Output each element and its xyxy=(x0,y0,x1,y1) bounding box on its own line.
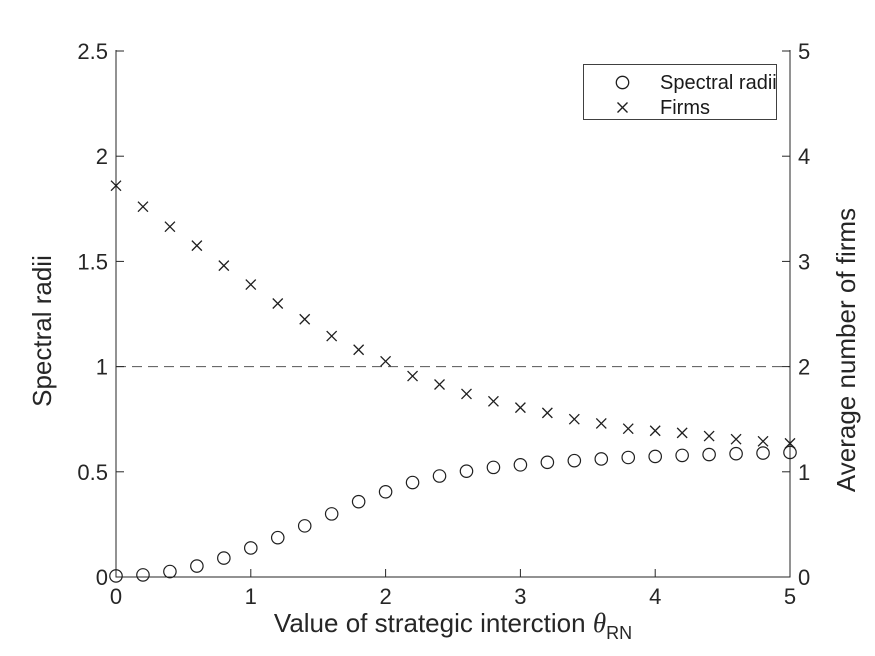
legend-box: Spectral radii Firms xyxy=(583,64,777,120)
data-point-circle xyxy=(459,464,474,478)
x-tick-label: 0 xyxy=(110,584,122,609)
data-point-x xyxy=(245,279,257,291)
data-point-circle xyxy=(109,569,123,583)
data-point-circle xyxy=(756,446,770,460)
legend-label-spectral-radii: Spectral radii xyxy=(660,72,777,94)
right-y-tick-label: 1 xyxy=(798,460,810,485)
data-point-x xyxy=(595,417,607,429)
data-point-x xyxy=(137,201,149,213)
data-point-circle xyxy=(136,568,150,582)
data-point-circle xyxy=(297,519,312,533)
data-point-circle xyxy=(648,449,662,464)
data-point-x xyxy=(353,344,365,356)
left-y-tick-label: 1.5 xyxy=(77,249,108,274)
data-point-circle xyxy=(190,559,204,573)
legend-x-marker-icon xyxy=(616,101,629,119)
data-point-x xyxy=(434,379,445,390)
data-point-circle xyxy=(675,448,689,463)
theta-subscript: RN xyxy=(606,623,633,643)
data-point-x xyxy=(649,425,661,437)
left-y-tick-label: 0.5 xyxy=(77,460,108,485)
data-point-circle xyxy=(621,450,636,465)
data-point-circle xyxy=(783,445,797,460)
data-point-circle xyxy=(217,551,231,565)
x-axis-label-text: Value of strategic interction xyxy=(273,608,593,638)
data-point-x xyxy=(757,435,769,447)
x-tick-label: 4 xyxy=(649,584,661,609)
data-point-circle xyxy=(432,469,447,483)
data-point-circle xyxy=(378,484,393,499)
right-y-tick-label: 3 xyxy=(798,249,810,274)
data-point-circle xyxy=(486,460,501,475)
left-y-tick-label: 2 xyxy=(96,144,108,169)
data-point-x xyxy=(380,355,392,367)
data-point-circle xyxy=(270,530,285,545)
data-point-x xyxy=(784,437,796,449)
x-tick-label: 1 xyxy=(245,584,257,609)
data-point-circle xyxy=(324,507,339,521)
legend-label-firms: Firms xyxy=(660,97,710,119)
left-y-tick-label: 1 xyxy=(96,355,108,380)
theta-symbol: θ xyxy=(592,608,607,638)
data-point-x xyxy=(514,402,526,414)
data-point-x xyxy=(326,330,338,342)
data-point-circle xyxy=(729,446,743,461)
right-y-tick-label: 2 xyxy=(798,355,810,380)
data-point-x xyxy=(164,221,176,233)
data-point-circle xyxy=(351,494,366,509)
data-point-x xyxy=(218,260,230,272)
data-point-x xyxy=(299,313,311,325)
data-point-circle xyxy=(702,447,716,462)
data-point-x xyxy=(568,413,580,425)
data-point-circle xyxy=(405,475,420,490)
right-y-tick-label: 4 xyxy=(798,144,810,169)
left-y-tick-label: 2.5 xyxy=(77,39,108,64)
left-y-tick-label: 0 xyxy=(96,565,108,590)
x-tick-label: 5 xyxy=(784,584,796,609)
data-point-x xyxy=(272,298,284,309)
data-point-x xyxy=(461,388,472,400)
data-point-x xyxy=(407,370,419,382)
data-point-x xyxy=(622,423,634,435)
x-tick-label: 2 xyxy=(379,584,391,609)
data-point-x xyxy=(191,240,203,252)
y-axis-label-left: Spectral radii xyxy=(27,255,57,407)
data-point-x xyxy=(730,433,742,445)
data-point-x xyxy=(110,180,122,192)
data-point-circle xyxy=(567,453,582,468)
right-y-tick-label: 5 xyxy=(798,39,810,64)
data-point-x xyxy=(676,427,688,439)
right-y-tick-label: 0 xyxy=(798,565,810,590)
data-point-circle xyxy=(540,455,555,470)
x-axis-label: Value of strategic interction θRN xyxy=(116,608,790,644)
legend-circle-marker-icon xyxy=(615,75,630,95)
data-point-x xyxy=(541,407,553,419)
data-point-circle xyxy=(513,458,528,472)
data-point-circle xyxy=(244,541,258,555)
data-point-x xyxy=(487,395,499,407)
data-point-circle xyxy=(163,564,177,579)
data-point-circle xyxy=(594,452,609,466)
data-point-x xyxy=(703,430,715,442)
x-tick-label: 3 xyxy=(514,584,526,609)
y-axis-label-right: Average number of firms xyxy=(831,207,861,493)
